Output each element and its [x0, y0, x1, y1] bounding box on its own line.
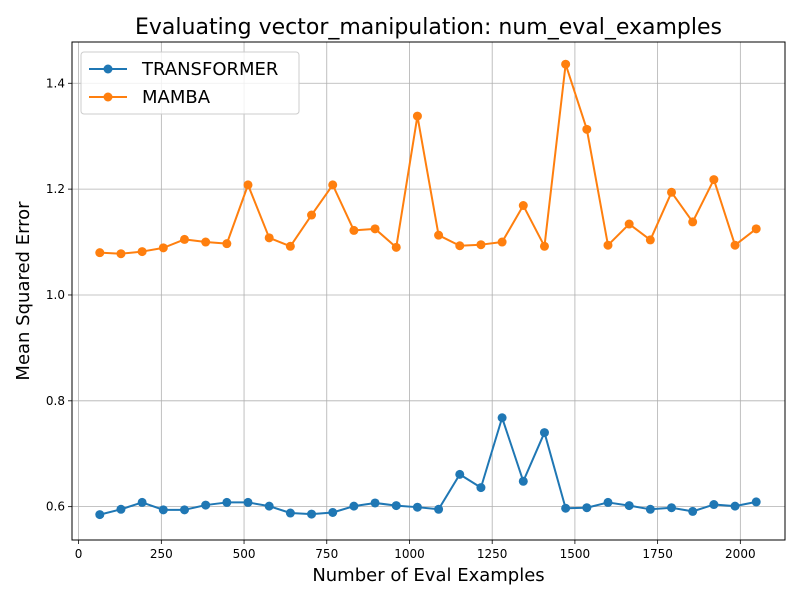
data-point-transformer	[222, 497, 232, 507]
data-point-transformer	[709, 500, 719, 510]
legend-marker-transformer	[103, 64, 113, 74]
plot-frame	[71, 41, 786, 541]
data-point-transformer	[243, 497, 253, 507]
data-point-transformer	[434, 504, 444, 514]
x-tick-label: 2000	[725, 547, 756, 561]
y-tick-label: 1.2	[46, 182, 65, 196]
data-point-mamba	[179, 234, 189, 244]
data-point-mamba	[709, 175, 719, 185]
data-point-transformer	[667, 503, 677, 513]
data-point-transformer	[412, 502, 422, 512]
data-point-transformer	[307, 509, 317, 519]
data-point-transformer	[539, 428, 549, 438]
x-tick-label: 250	[150, 547, 173, 561]
data-point-mamba	[201, 237, 211, 247]
data-point-mamba	[243, 180, 253, 190]
x-tick-label: 750	[315, 547, 338, 561]
data-point-mamba	[391, 242, 401, 252]
data-point-mamba	[667, 187, 677, 197]
data-point-mamba	[349, 225, 359, 235]
y-axis-label: Mean Squared Error	[13, 201, 34, 381]
y-tick-label: 0.6	[46, 500, 65, 514]
data-point-mamba	[95, 248, 105, 258]
data-point-transformer	[95, 510, 105, 520]
data-point-transformer	[137, 497, 147, 507]
x-tick-label: 1250	[477, 547, 508, 561]
data-point-mamba	[328, 180, 338, 190]
data-point-mamba	[264, 233, 274, 243]
tick-layer: 0 250 500 750 1000 1250 1500 1750 2000 0.6 0.8 1.0 1…	[46, 76, 756, 561]
data-point-mamba	[582, 124, 592, 134]
grid-layer	[72, 42, 785, 540]
x-axis-label: Number of Eval Examples	[312, 565, 544, 586]
data-point-transformer	[370, 498, 380, 508]
data-point-transformer	[349, 501, 359, 511]
data-point-transformer	[497, 413, 507, 423]
data-point-transformer	[116, 504, 126, 514]
data-point-mamba	[222, 239, 232, 249]
data-point-transformer	[455, 469, 465, 479]
data-point-transformer	[645, 504, 655, 514]
data-point-transformer	[751, 497, 761, 507]
legend-marker-mamba	[103, 92, 113, 102]
data-point-transformer	[201, 500, 211, 510]
data-point-transformer	[603, 497, 613, 507]
legend-label-mamba: MAMBA	[142, 87, 211, 108]
series-mamba	[95, 59, 761, 259]
data-point-transformer	[285, 508, 295, 518]
chart-title: Evaluating vector_manipulation: num_eval…	[135, 15, 722, 40]
data-point-mamba	[412, 111, 422, 121]
data-point-mamba	[285, 241, 295, 251]
legend: TRANSFORMER MAMBA	[80, 51, 300, 115]
y-tick-label: 1.4	[46, 76, 65, 90]
x-tick-label: 1500	[560, 547, 591, 561]
data-point-mamba	[539, 241, 549, 251]
data-point-mamba	[116, 249, 126, 259]
data-point-mamba	[645, 235, 655, 245]
data-point-mamba	[434, 230, 444, 240]
data-point-mamba	[307, 210, 317, 220]
data-point-mamba	[730, 240, 740, 250]
y-tick-label: 1.0	[46, 288, 65, 302]
data-point-transformer	[624, 501, 634, 511]
data-point-mamba	[370, 224, 380, 234]
series-transformer	[95, 413, 761, 520]
data-point-transformer	[158, 505, 168, 515]
data-point-mamba	[476, 240, 486, 250]
data-point-transformer	[688, 506, 698, 516]
data-point-transformer	[582, 503, 592, 513]
y-tick-label: 0.8	[46, 394, 65, 408]
data-point-transformer	[730, 501, 740, 511]
data-point-transformer	[561, 503, 571, 513]
data-point-mamba	[518, 201, 528, 211]
series-layer	[95, 59, 761, 520]
data-point-mamba	[158, 243, 168, 253]
legend-box	[80, 51, 300, 115]
data-point-transformer	[328, 507, 338, 517]
x-tick-label: 1750	[642, 547, 673, 561]
data-point-mamba	[137, 247, 147, 257]
x-tick-label: 500	[233, 547, 256, 561]
data-point-mamba	[688, 217, 698, 227]
data-point-transformer	[476, 483, 486, 493]
data-point-mamba	[603, 240, 613, 250]
data-point-transformer	[518, 476, 528, 486]
data-point-mamba	[561, 59, 571, 69]
data-point-mamba	[455, 241, 465, 251]
data-point-transformer	[264, 501, 274, 511]
data-point-mamba	[751, 224, 761, 234]
data-point-mamba	[497, 237, 507, 247]
legend-label-transformer: TRANSFORMER	[141, 59, 278, 80]
x-tick-label: 1000	[394, 547, 425, 561]
data-point-transformer	[391, 501, 401, 511]
data-point-mamba	[624, 219, 634, 229]
data-point-transformer	[179, 505, 189, 515]
x-tick-label: 0	[75, 547, 83, 561]
